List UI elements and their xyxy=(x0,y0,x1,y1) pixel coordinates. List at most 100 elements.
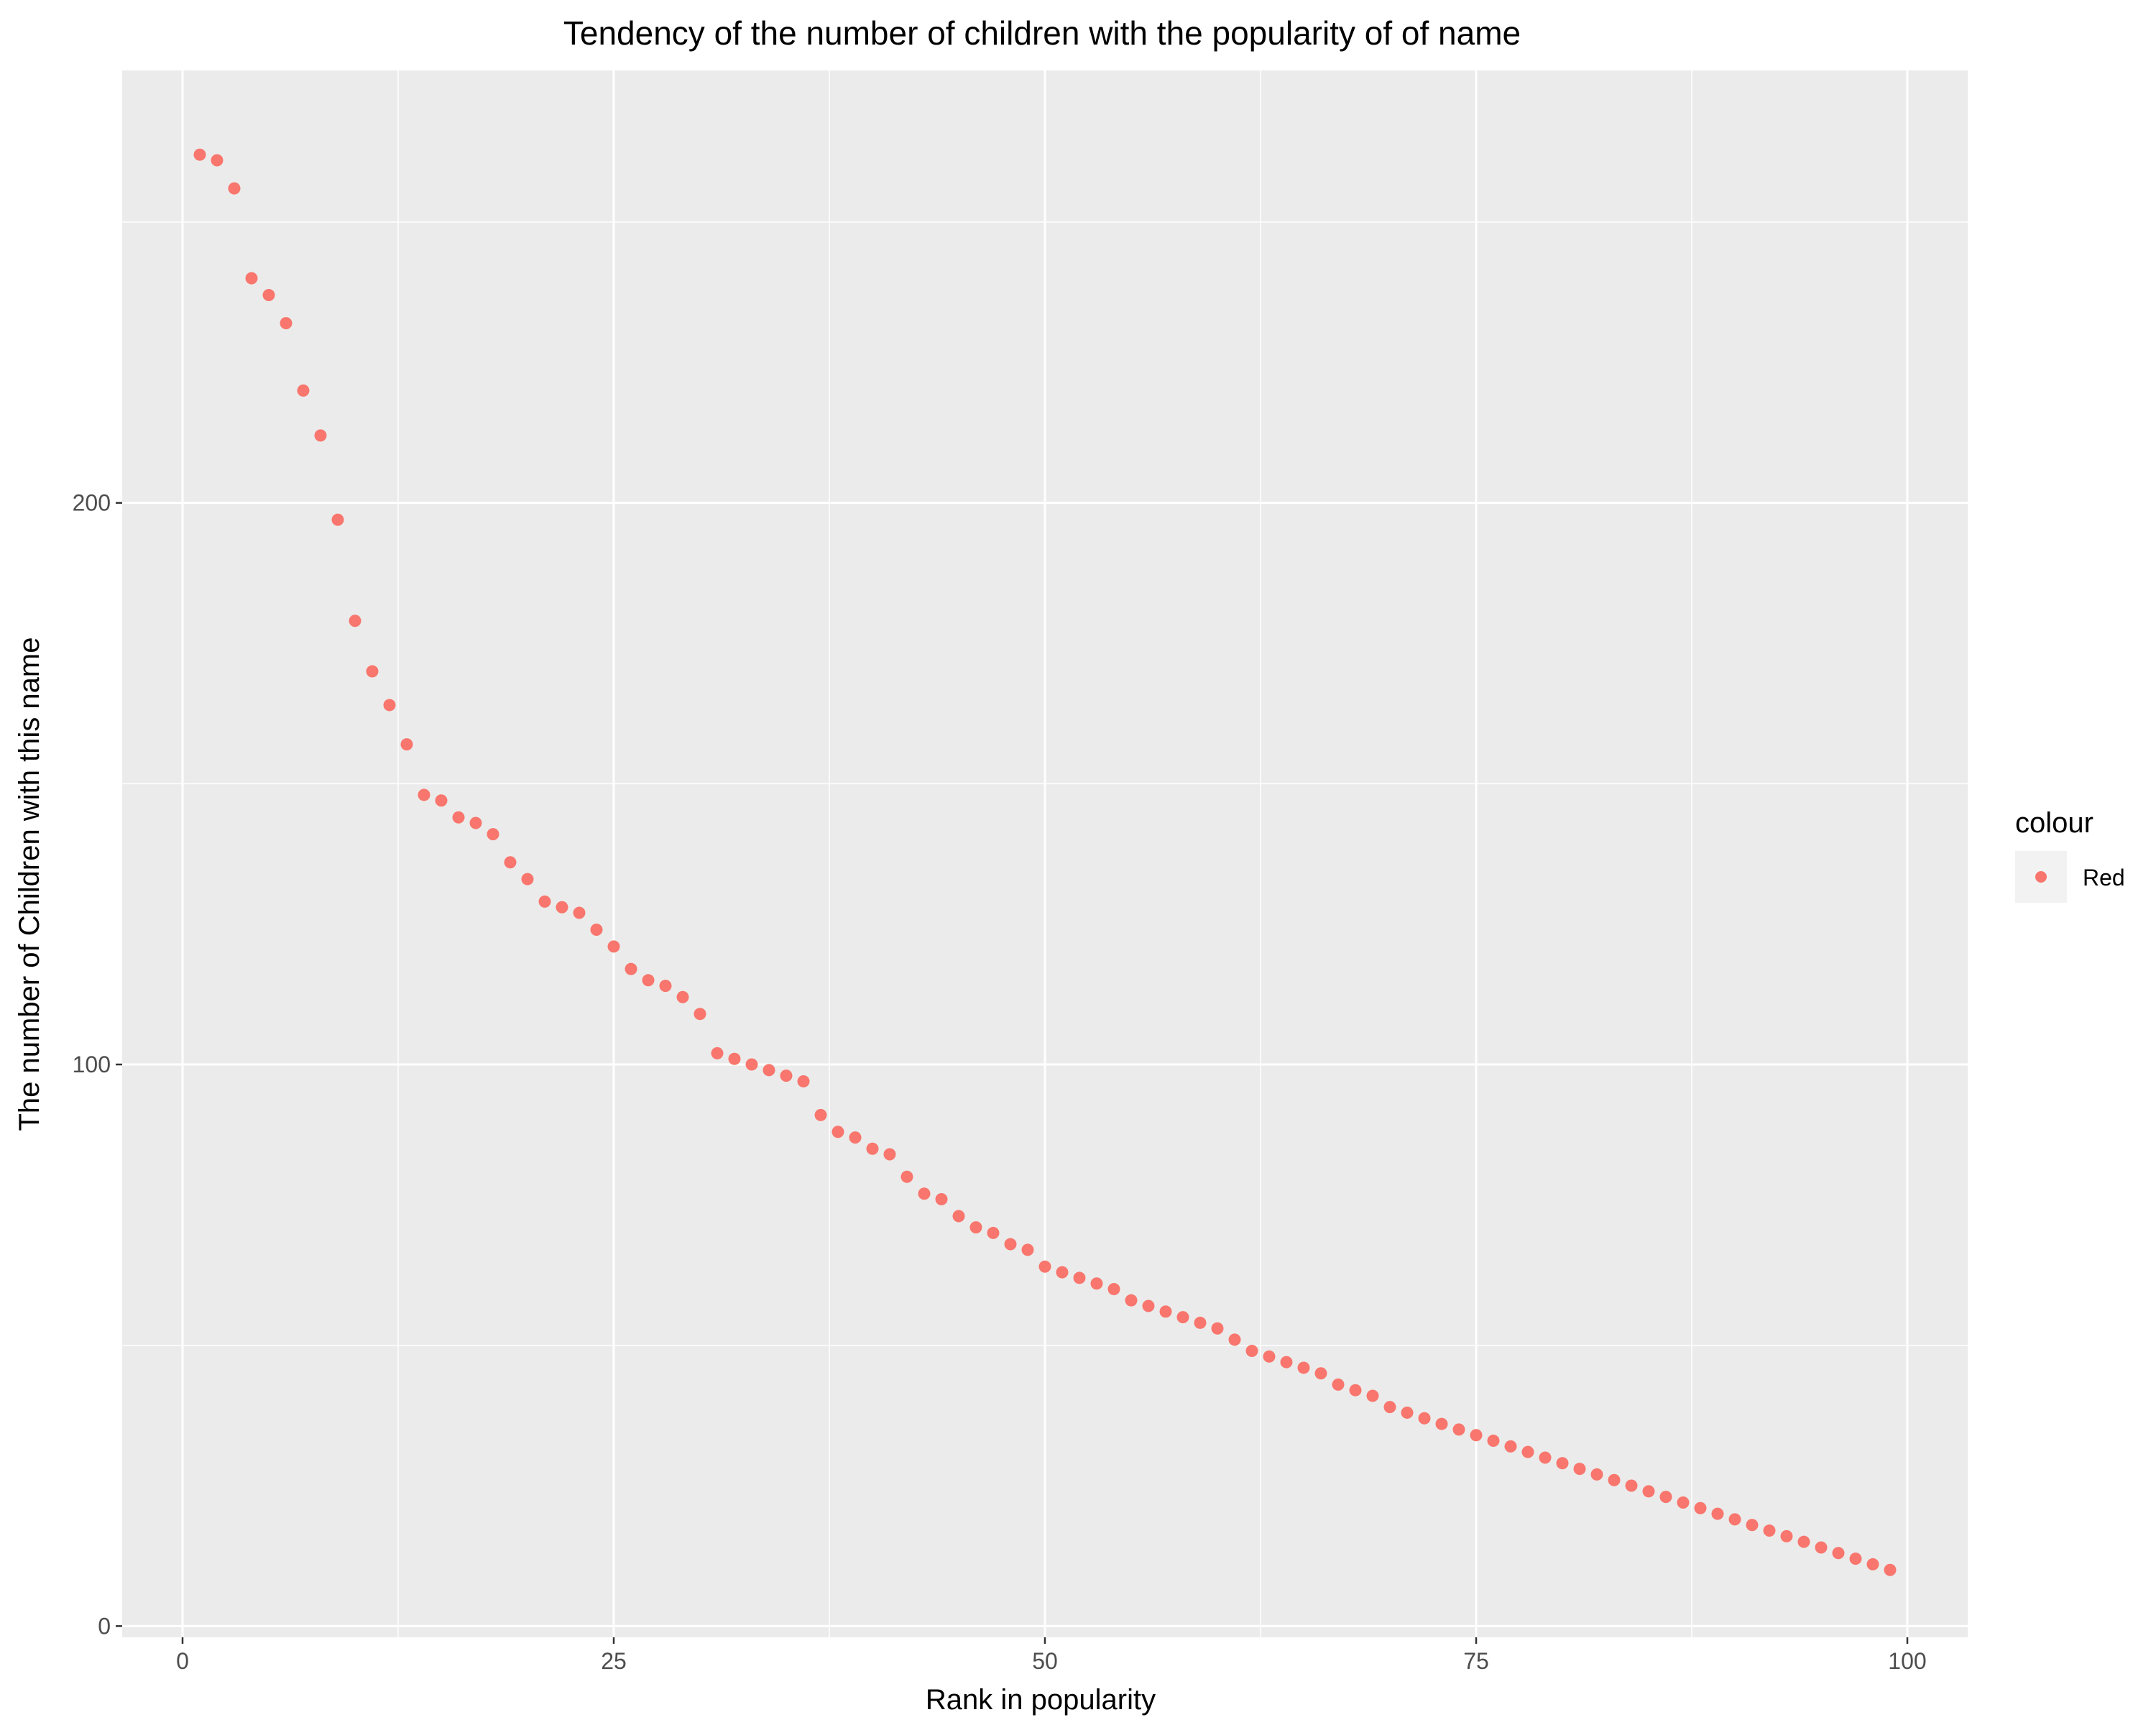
data-point xyxy=(659,980,672,993)
data-point xyxy=(1142,1300,1155,1312)
data-point xyxy=(1832,1547,1845,1560)
y-axis-title: The number of Children with this name xyxy=(14,638,45,1131)
data-point xyxy=(1401,1406,1414,1419)
data-point xyxy=(1245,1345,1258,1358)
chart-title: Tendency of the number of children with … xyxy=(563,14,1521,52)
data-point xyxy=(280,317,292,330)
data-point xyxy=(262,289,275,302)
data-point xyxy=(987,1226,1000,1239)
data-point xyxy=(831,1126,844,1138)
data-point xyxy=(780,1070,793,1082)
data-point xyxy=(573,906,586,919)
data-point xyxy=(521,873,534,886)
data-point xyxy=(400,738,413,751)
x-tick-label: 75 xyxy=(1463,1648,1489,1674)
data-point xyxy=(1280,1356,1293,1368)
data-point xyxy=(297,384,310,397)
data-point xyxy=(1849,1552,1862,1565)
data-point xyxy=(1228,1333,1241,1346)
data-point xyxy=(418,788,430,801)
data-point xyxy=(193,148,206,161)
data-point xyxy=(1746,1519,1759,1532)
data-point xyxy=(590,923,603,936)
data-point xyxy=(1349,1384,1362,1397)
data-point xyxy=(1194,1316,1207,1329)
data-point xyxy=(866,1142,879,1155)
data-point xyxy=(676,990,689,1003)
data-point xyxy=(728,1052,741,1065)
data-point xyxy=(228,182,241,195)
y-axis: 0 100 200 xyxy=(73,490,122,1639)
data-point xyxy=(935,1193,948,1206)
data-point xyxy=(366,665,379,678)
x-tick-label: 25 xyxy=(601,1648,627,1674)
data-point xyxy=(1625,1479,1638,1492)
y-tick-label: 0 xyxy=(98,1613,111,1639)
legend: colour Red xyxy=(2015,807,2125,903)
data-point xyxy=(607,940,620,953)
data-point xyxy=(1004,1238,1017,1251)
data-point xyxy=(211,154,224,167)
data-point xyxy=(849,1131,862,1144)
data-point xyxy=(1470,1429,1483,1442)
data-point xyxy=(1573,1463,1586,1476)
data-point xyxy=(1332,1378,1345,1391)
data-point xyxy=(883,1148,896,1161)
data-point xyxy=(1107,1283,1120,1296)
data-point xyxy=(1504,1440,1517,1453)
legend-label-red: Red xyxy=(2083,865,2125,891)
data-point xyxy=(1021,1243,1034,1256)
data-point xyxy=(556,901,568,914)
data-point xyxy=(245,272,258,285)
data-point xyxy=(487,828,499,841)
data-point xyxy=(1297,1361,1310,1374)
data-point xyxy=(625,962,637,975)
data-point xyxy=(1642,1485,1655,1498)
data-point xyxy=(504,856,517,869)
data-point xyxy=(900,1170,913,1183)
data-point xyxy=(314,429,327,442)
data-point xyxy=(1694,1501,1707,1514)
data-point xyxy=(1435,1417,1448,1430)
data-point xyxy=(694,1008,706,1021)
data-point xyxy=(1073,1271,1086,1284)
data-point xyxy=(1884,1563,1897,1576)
data-point xyxy=(383,699,396,712)
data-point xyxy=(1763,1524,1776,1537)
data-point xyxy=(1866,1558,1879,1570)
data-point xyxy=(469,816,482,829)
data-point xyxy=(1159,1305,1172,1318)
data-point xyxy=(952,1210,965,1223)
data-point xyxy=(969,1221,982,1234)
data-point xyxy=(1211,1322,1224,1335)
legend-key-point xyxy=(2035,871,2047,883)
legend-title: colour xyxy=(2015,807,2093,839)
data-point xyxy=(745,1058,758,1071)
data-point xyxy=(1125,1294,1138,1307)
data-point xyxy=(1056,1266,1069,1279)
y-tick-label: 200 xyxy=(73,490,111,516)
data-point xyxy=(452,811,465,824)
data-point xyxy=(642,974,655,987)
data-point xyxy=(1366,1389,1379,1402)
data-point xyxy=(1176,1311,1189,1324)
data-point xyxy=(1711,1507,1724,1520)
major-gridlines xyxy=(122,70,1968,1637)
data-point xyxy=(331,513,344,526)
data-point xyxy=(1521,1445,1534,1458)
data-point xyxy=(918,1187,931,1200)
data-point xyxy=(1659,1491,1672,1504)
data-point xyxy=(1314,1367,1327,1380)
data-point xyxy=(1608,1473,1621,1486)
data-point xyxy=(1815,1541,1828,1554)
data-point xyxy=(1263,1350,1276,1363)
data-point xyxy=(814,1108,827,1121)
data-points xyxy=(193,148,1897,1576)
data-point xyxy=(1418,1412,1431,1425)
data-point xyxy=(538,895,551,908)
data-point xyxy=(711,1046,724,1059)
data-point xyxy=(1383,1401,1396,1414)
data-point xyxy=(435,794,448,807)
data-point xyxy=(1780,1530,1793,1542)
